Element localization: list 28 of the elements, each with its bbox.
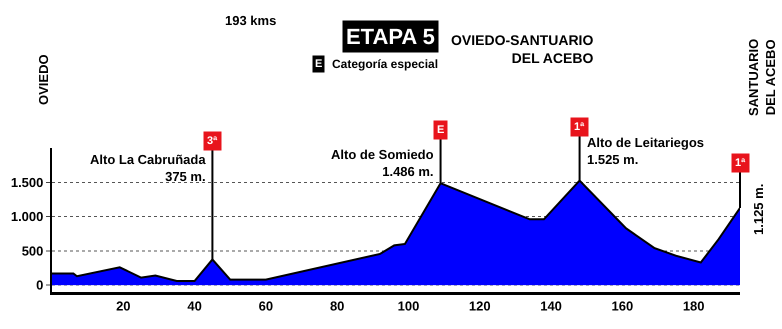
text: SANTUARIO DEL ACEBO [746,38,778,116]
y-tick-label: 500 [22,243,44,258]
chart-title: ETAPA 5 [346,24,435,49]
annotation: 1.125 m. [751,184,766,235]
annotation: E [437,124,444,136]
x-tick-label: 140 [540,298,562,314]
annotation: 3ª [207,135,218,147]
annotation: 1ª [735,157,746,169]
y-tick-label: 1.500 [10,174,44,190]
x-tick-label: 40 [187,298,202,314]
annotation: Alto de Leitariegos 1.525 m. [587,135,704,167]
y-tick-label: 0 [36,278,44,293]
x-tick-label: 100 [398,298,420,314]
annotation: Alto de Somiedo 1.486 m. [331,147,434,179]
x-tick-label: 80 [330,298,344,314]
y-tick-label: 1.000 [10,209,44,224]
x-tick-label: 120 [468,298,491,314]
text: Categoría especial [332,57,438,71]
x-tick-label: 60 [258,298,274,314]
text: E [315,58,322,70]
x-tick-label: 20 [116,298,131,314]
x-tick-label: 180 [682,298,705,314]
text: OVIEDO [36,54,51,105]
annotation: 1ª [574,121,586,133]
x-tick-label: 160 [612,298,634,314]
chart-subtitle: OVIEDO-SANTUARIO DEL ACEBO [451,32,594,66]
text: 193 kms [225,13,276,28]
annotation: Alto La Cabruñada 375 m. [90,152,206,184]
